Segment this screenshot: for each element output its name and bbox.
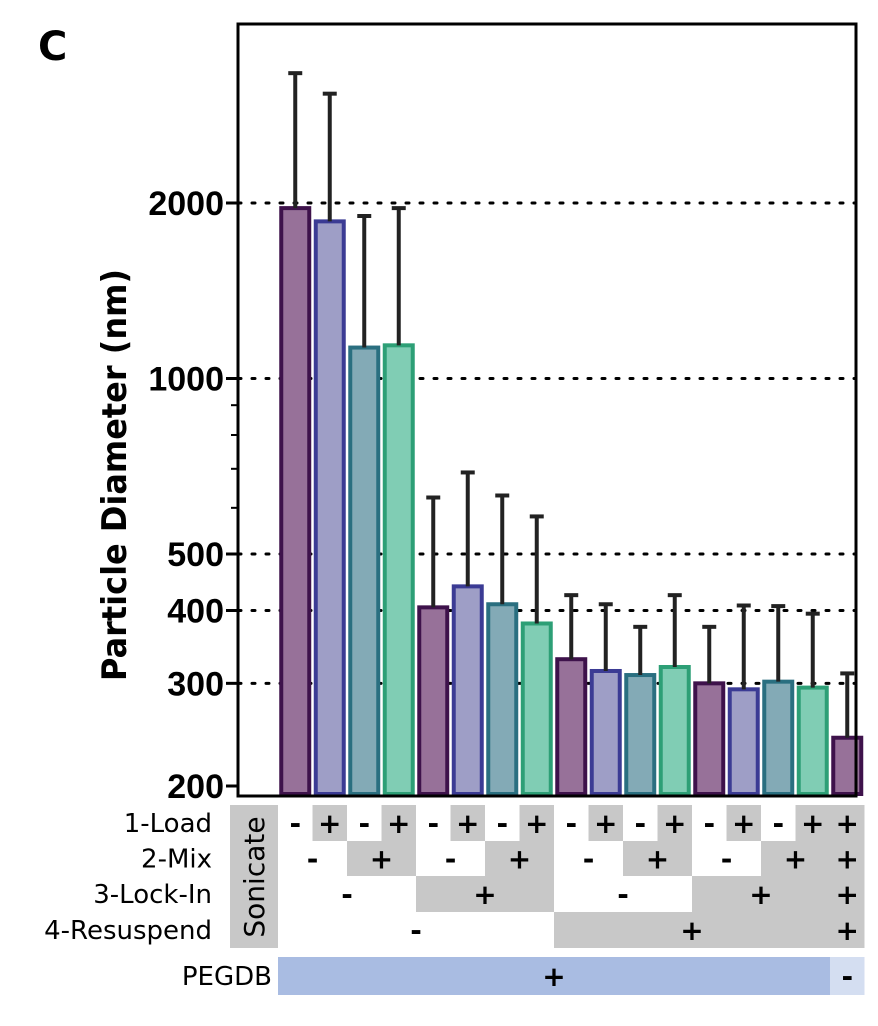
bar (693, 681, 726, 797)
condition-sign: - (496, 807, 508, 840)
y-tick-label: 500 (167, 536, 224, 574)
shaded-cell (485, 841, 554, 876)
shaded-cell (830, 841, 865, 876)
condition-sign: + (663, 807, 686, 840)
plot-frame (236, 22, 858, 798)
bar (451, 584, 484, 796)
bar (417, 605, 450, 796)
shaded-cell (347, 841, 416, 876)
shaded-cell (623, 841, 692, 876)
pegdb-cell (830, 957, 865, 995)
bar (796, 685, 829, 796)
condition-sign: + (508, 843, 531, 876)
sonicate-cell (230, 805, 278, 948)
condition-sign: + (594, 807, 617, 840)
shaded-cell (554, 912, 830, 948)
condition-sign: + (542, 960, 565, 993)
bar (658, 664, 691, 796)
condition-sign: - (289, 807, 301, 840)
bar (727, 687, 760, 796)
row-label: 1-Load (124, 809, 212, 839)
bar (348, 345, 381, 796)
y-tick-label: 200 (167, 768, 224, 806)
pegdb-cell (278, 957, 830, 995)
bar (279, 206, 312, 797)
row-label: 2-Mix (141, 845, 212, 875)
bar (624, 673, 657, 796)
shaded-cell (312, 805, 347, 841)
bar (762, 679, 795, 796)
y-axis-title: Particle Diameter (nm) (95, 269, 135, 681)
condition-sign: + (646, 843, 669, 876)
shaded-cell (416, 876, 554, 912)
bar (382, 343, 415, 796)
condition-sign: - (772, 807, 784, 840)
condition-sign: - (721, 843, 733, 876)
condition-sign: - (583, 843, 595, 876)
condition-sign: + (836, 878, 859, 911)
y-tick-label: 400 (167, 592, 224, 630)
bar (313, 219, 346, 796)
bars (279, 206, 864, 797)
bar (555, 657, 588, 796)
y-tick-label: 2000 (148, 185, 224, 223)
condition-sign: + (836, 843, 859, 876)
condition-sign: - (341, 878, 353, 911)
condition-sign: - (634, 807, 646, 840)
condition-table: Sonicate - + - + - + - + - + - + - + - + +- + - + - + - + +- + - + +-… (44, 805, 865, 995)
condition-sign: - (617, 878, 629, 911)
shaded-cell (657, 805, 692, 841)
condition-sign: + (680, 914, 703, 947)
condition-sign: + (387, 807, 410, 840)
shaded-cell (381, 805, 416, 841)
condition-sign: - (410, 914, 422, 947)
condition-sign: + (784, 843, 807, 876)
sonicate-label: Sonicate (238, 816, 271, 937)
row-label: 4-Resuspend (44, 916, 212, 946)
condition-sign: + (801, 807, 824, 840)
condition-sign: + (370, 843, 393, 876)
condition-sign: + (836, 914, 859, 947)
shaded-cell (726, 805, 761, 841)
y-tick-label: 300 (167, 665, 224, 703)
bar (520, 621, 553, 796)
bar (589, 668, 622, 796)
pegdb-label: PEGDB (182, 962, 272, 992)
condition-sign: + (318, 807, 341, 840)
row-label: 3-Lock-In (93, 880, 212, 910)
condition-sign: + (749, 878, 772, 911)
condition-sign: + (525, 807, 548, 840)
shaded-cell (795, 805, 830, 841)
condition-sign: - (358, 807, 370, 840)
shaded-cell (761, 841, 830, 876)
condition-sign: + (456, 807, 479, 840)
condition-sign: + (473, 878, 496, 911)
condition-sign: - (427, 807, 439, 840)
condition-sign: - (703, 807, 715, 840)
condition-sign: + (732, 807, 755, 840)
condition-sign: - (307, 843, 319, 876)
shaded-cell (692, 876, 830, 912)
shaded-cell (830, 912, 865, 948)
y-tick-labels: 200 300 400 500 1000 2000 (148, 185, 224, 806)
condition-sign: + (836, 807, 859, 840)
bar (486, 602, 519, 796)
shaded-cell (830, 805, 865, 841)
shaded-cell (830, 876, 865, 912)
condition-sign: - (565, 807, 577, 840)
condition-sign: - (445, 843, 457, 876)
condition-sign: - (841, 960, 853, 993)
axes (226, 22, 858, 798)
shaded-cell (450, 805, 485, 841)
error-bars (288, 71, 855, 738)
panel-letter: C (38, 24, 67, 70)
y-tick-label: 1000 (148, 361, 224, 399)
shaded-cell (588, 805, 623, 841)
shaded-cell (519, 805, 554, 841)
